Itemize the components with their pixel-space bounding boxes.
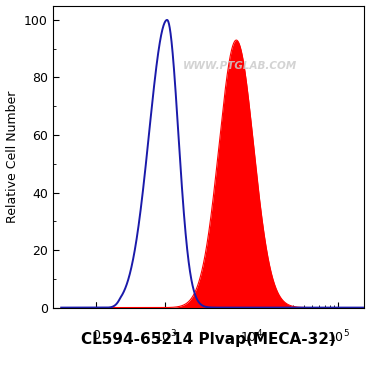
Text: $10^4$: $10^4$ xyxy=(240,329,263,346)
Text: WWW.PTGLAB.COM: WWW.PTGLAB.COM xyxy=(183,61,297,71)
Y-axis label: Relative Cell Number: Relative Cell Number xyxy=(6,90,18,223)
Text: $10^3$: $10^3$ xyxy=(154,329,177,346)
X-axis label: CL594-65214 Plvap(MECA-32): CL594-65214 Plvap(MECA-32) xyxy=(81,332,336,347)
Text: 0: 0 xyxy=(92,329,100,342)
Text: $10^5$: $10^5$ xyxy=(327,329,350,346)
